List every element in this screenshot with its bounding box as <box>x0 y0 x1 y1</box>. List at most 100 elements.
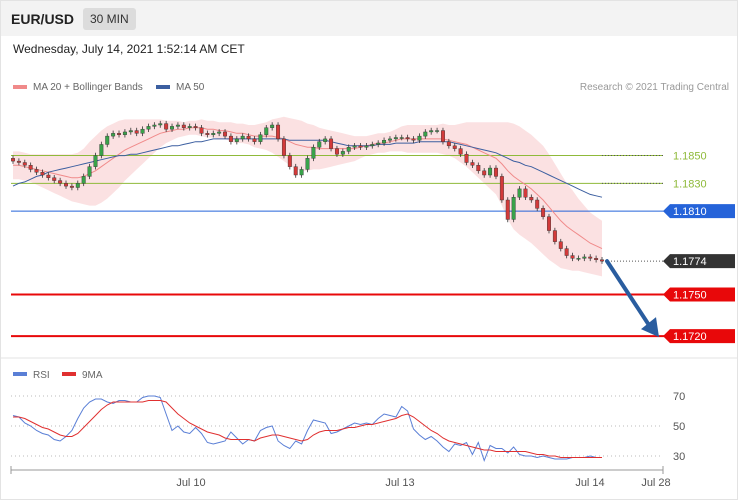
rsi-tick-label: 70 <box>673 391 685 403</box>
candle-body <box>387 138 392 141</box>
timeframe-button[interactable]: 30 MIN <box>83 8 136 30</box>
legend-swatch-0 <box>13 85 27 89</box>
candle-body <box>276 124 281 140</box>
candle-body <box>52 177 57 181</box>
candle-body <box>40 172 45 176</box>
candle-body <box>511 197 516 220</box>
last-level-tag <box>663 254 735 269</box>
chart-header: EUR/USD 30 MIN <box>1 1 737 36</box>
candle-body <box>164 123 169 130</box>
candle-body <box>329 138 334 149</box>
candle-body <box>64 183 68 187</box>
candle-body <box>22 162 27 166</box>
rsi-legend-label-0: RSI <box>33 370 50 381</box>
candle-body <box>517 188 522 198</box>
candle-body <box>299 169 304 176</box>
last-level-label: 1.1774 <box>673 256 707 268</box>
candle-body <box>228 135 233 142</box>
candle-body <box>552 230 557 242</box>
resistance-level-label: 1.1850 <box>673 151 707 163</box>
candle-body <box>535 199 540 209</box>
candle-body <box>405 137 410 140</box>
candle-body <box>464 153 469 163</box>
candle-body <box>488 167 493 176</box>
chart-datetime: Wednesday, July 14, 2021 1:52:14 AM CET <box>13 42 245 56</box>
candle-body <box>69 185 74 188</box>
candle-body <box>588 256 593 259</box>
candle-body <box>81 176 86 184</box>
candle-body <box>499 176 504 201</box>
candle-body <box>458 148 463 155</box>
candle-body <box>541 208 546 217</box>
candle-body <box>187 126 192 128</box>
candle-body <box>122 131 127 135</box>
candle-body <box>441 130 445 142</box>
legend-label-0: MA 20 + Bollinger Bands <box>33 82 143 93</box>
rsi-legend-label-1: 9MA <box>82 370 103 381</box>
candle-body <box>205 133 210 135</box>
legend-label-1: MA 50 <box>176 82 205 93</box>
candle-body <box>305 158 310 170</box>
candle-body <box>317 141 322 148</box>
candle-body <box>393 137 398 140</box>
pivot-level-label: 1.1810 <box>673 206 707 218</box>
resistance-level-label: 1.1830 <box>673 178 707 190</box>
candle-body <box>264 127 269 135</box>
chart-credit: Research © 2021 Trading Central <box>580 82 729 93</box>
forecast-arrowhead <box>641 317 659 338</box>
candle-body <box>352 145 357 148</box>
instrument-symbol: EUR/USD <box>11 11 75 27</box>
candle-body <box>435 130 440 132</box>
candle-body <box>199 127 204 134</box>
candle-body <box>582 256 587 259</box>
candle-body <box>46 174 51 178</box>
candle-body <box>376 142 381 145</box>
candle-body <box>529 197 534 201</box>
support-level-label: 1.1720 <box>673 331 707 343</box>
candle-body <box>594 258 599 260</box>
candle-body <box>134 130 139 134</box>
candle-body <box>181 124 186 128</box>
candle-body <box>494 167 498 177</box>
candle-body <box>446 141 451 147</box>
rsi-line <box>12 395 602 462</box>
bollinger-band <box>13 116 602 277</box>
candle-body <box>370 144 375 147</box>
candle-body <box>281 138 286 156</box>
candle-body <box>75 183 80 188</box>
candle-body <box>417 135 422 141</box>
legend-swatch-1 <box>156 85 170 89</box>
candle-body <box>452 145 457 149</box>
candle-body <box>558 241 563 249</box>
candle-body <box>58 180 63 184</box>
candle-body <box>523 188 528 198</box>
candle-body <box>99 144 104 156</box>
candle-body <box>34 169 39 173</box>
candle-body <box>87 166 92 177</box>
candle-body <box>323 138 328 142</box>
ma20-line <box>13 127 603 250</box>
candle-body <box>211 133 216 135</box>
candle-body <box>334 148 339 155</box>
x-tick-label: Jul 10 <box>176 477 205 489</box>
candle-body <box>28 165 33 170</box>
candle-body <box>170 126 174 130</box>
support-level-tag <box>663 329 735 344</box>
candle-body <box>11 158 15 162</box>
candle-body <box>246 135 251 140</box>
candle-body <box>382 140 387 144</box>
candle-body <box>217 131 222 134</box>
candle-body <box>193 126 198 128</box>
candle-body <box>234 138 239 142</box>
candle-body <box>258 134 263 142</box>
candle-body <box>429 130 434 133</box>
candle-body <box>346 147 351 152</box>
rsi-tick-label: 30 <box>673 451 685 463</box>
candle-body <box>364 145 369 148</box>
support-level-label: 1.1750 <box>673 289 707 301</box>
candle-body <box>111 133 116 137</box>
rsi-tick-label: 50 <box>673 421 685 433</box>
pivot-level-tag <box>663 204 735 219</box>
candle-body <box>470 162 475 166</box>
